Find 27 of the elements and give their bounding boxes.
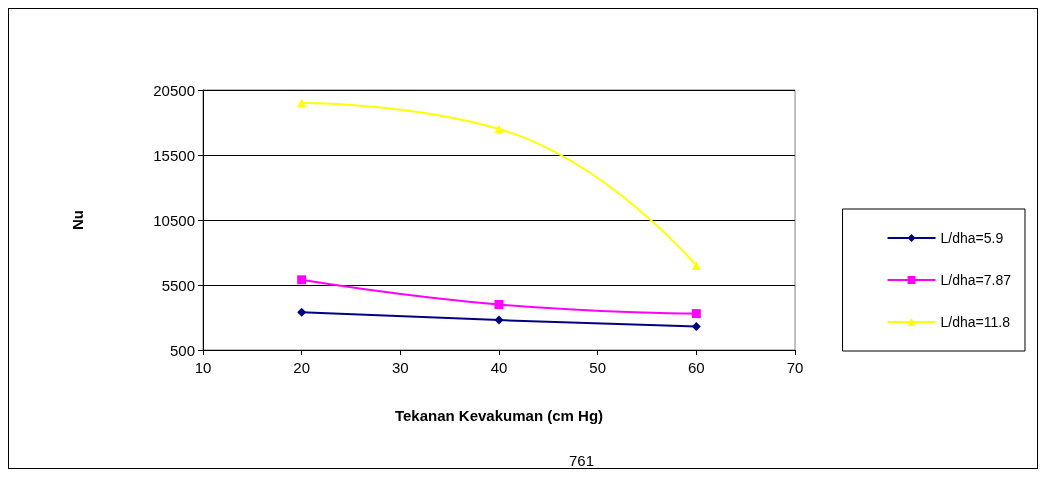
text: 761 [569, 452, 595, 469]
y-tick-label: 10500 [153, 211, 195, 229]
point [297, 275, 307, 285]
point [494, 124, 504, 134]
x-tick-label: 10 [194, 359, 212, 376]
legend-label: L/dha=5.9 [940, 230, 1004, 246]
y-tick-label: 20500 [153, 81, 195, 99]
y-tick-label: 5500 [161, 276, 195, 294]
point [297, 98, 307, 108]
point [297, 307, 307, 317]
x-tick-label: 50 [589, 359, 607, 376]
x-tick-label: 60 [687, 359, 705, 376]
y-tick-label: 15500 [153, 146, 195, 164]
point [494, 300, 504, 309]
x-tick-label: 40 [490, 359, 508, 376]
point [691, 261, 701, 270]
point [691, 322, 701, 332]
x-tick-label: 30 [391, 359, 409, 376]
legend-label: L/dha=7.87 [940, 272, 1012, 288]
legend-label: L/dha=11.8 [940, 314, 1011, 330]
y-tick-label: 500 [169, 341, 195, 359]
y-axis-title: Nu [69, 210, 86, 230]
point [691, 309, 701, 319]
x-axis-title: Tekanan Kevakuman (cm Hg) [394, 407, 604, 424]
point [494, 315, 504, 325]
x-tick-label: 20 [293, 359, 311, 376]
x-tick-label: 70 [786, 359, 804, 376]
